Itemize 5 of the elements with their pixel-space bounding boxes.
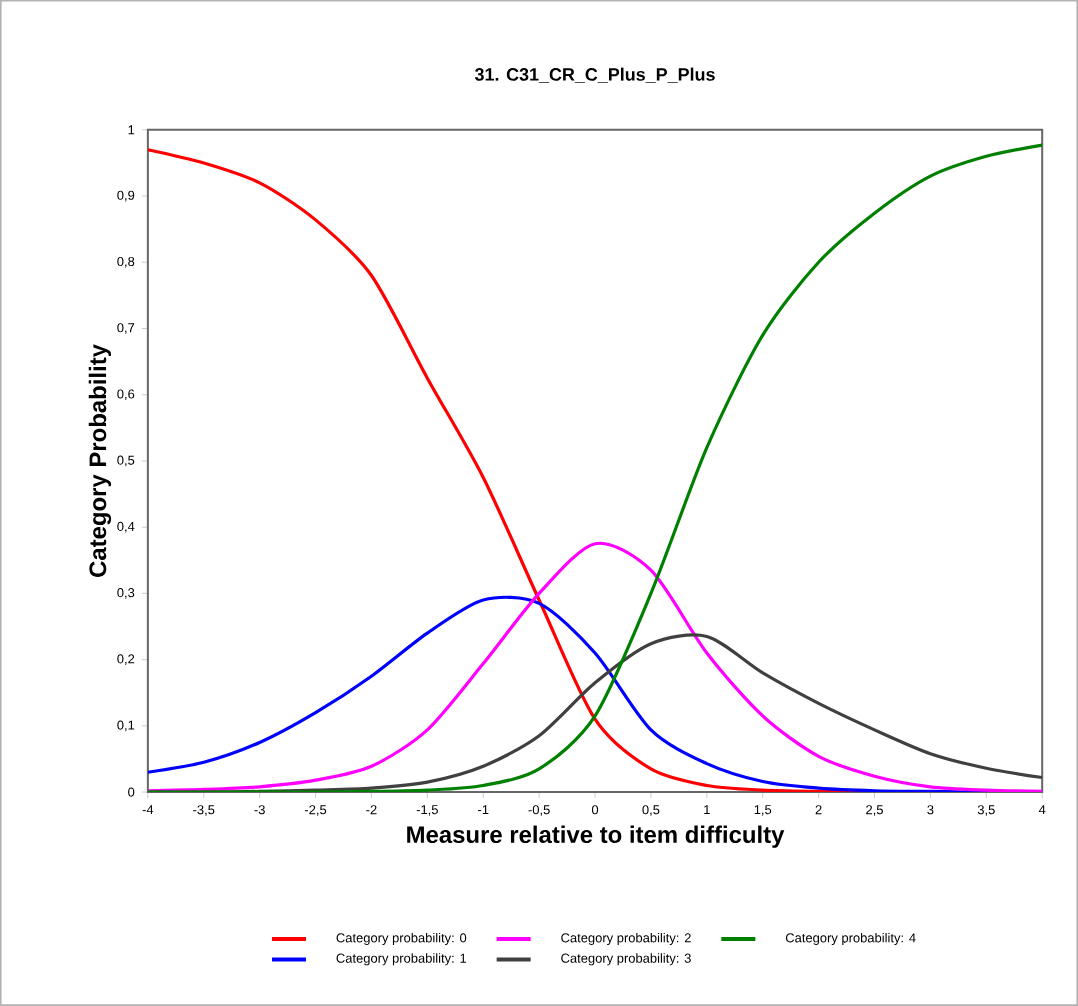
line-series xyxy=(147,143,1043,793)
line-series xyxy=(147,541,1043,793)
y-axis-title: Category Probability xyxy=(88,344,112,577)
x-axis-title: Measure relative to item difficulty xyxy=(407,825,785,848)
chart-title: 31. C31_CR_C_Plus_P_Plus xyxy=(474,67,715,83)
